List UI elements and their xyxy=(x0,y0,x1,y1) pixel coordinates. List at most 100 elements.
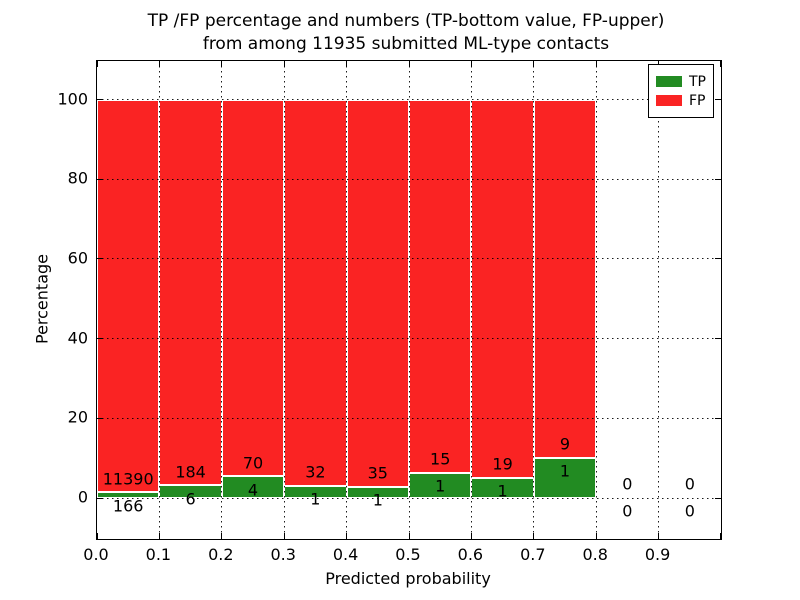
legend-label-tp: TP xyxy=(689,73,706,90)
bar-fp-segment-2 xyxy=(221,99,285,477)
chart-title: TP /FP percentage and numbers (TP-bottom… xyxy=(148,10,665,56)
v-gridline-0.2 xyxy=(221,61,223,539)
x-tick-label-0.6: 0.6 xyxy=(457,545,484,564)
legend-entry-fp: FP xyxy=(656,92,706,109)
chart-title-line1: TP /FP percentage and numbers (TP-bottom… xyxy=(147,11,665,31)
y-tick-right-20 xyxy=(715,417,721,419)
v-gridline-0.7 xyxy=(533,61,535,539)
x-tick-top-1 xyxy=(158,61,160,67)
tp-count-label-9: 0 xyxy=(684,501,695,521)
y-tick-left-80 xyxy=(97,178,103,180)
x-tick-bottom-4 xyxy=(346,533,348,539)
tp-count-label-2: 4 xyxy=(247,480,259,500)
legend-label-fp: FP xyxy=(689,92,706,109)
x-tick-label-0.0: 0.0 xyxy=(83,545,109,564)
bars-layer xyxy=(97,61,721,539)
y-tick-left-20 xyxy=(97,417,103,419)
x-tick-bottom-3 xyxy=(283,533,285,539)
x-tick-bottom-1 xyxy=(158,533,160,539)
fp-count-label-9: 0 xyxy=(684,474,695,494)
legend-swatch-fp xyxy=(656,95,682,106)
x-tick-bottom-5 xyxy=(408,533,410,539)
bar-fp-segment-5 xyxy=(409,99,472,474)
x-tick-label-0.1: 0.1 xyxy=(145,545,172,564)
bar-fp-segment-3 xyxy=(284,99,347,486)
y-tick-right-0 xyxy=(715,497,721,499)
legend-swatch-tp xyxy=(656,76,682,87)
tp-count-label-4: 1 xyxy=(372,490,383,510)
x-tick-top-7 xyxy=(533,61,535,67)
chart-title-line2: from among 11935 submitted ML-type conta… xyxy=(202,34,610,54)
x-tick-top-5 xyxy=(408,61,410,67)
x-tick-label-0.3: 0.3 xyxy=(270,545,296,564)
y-tick-label-60: 60 xyxy=(67,248,88,268)
bar-count-labels-layer: 11390 166 184 6 70 4 32 1 35 1 15 1 19 1 9 1 0 0 0 0 xyxy=(97,61,721,539)
plot-area: 11390 166 184 6 70 4 32 1 35 1 15 1 19 1 9 1 0 0 0 0 TP FP xyxy=(96,60,722,540)
x-tick-bottom-6 xyxy=(470,533,472,539)
x-tick-bottom-2 xyxy=(221,533,223,539)
y-tick-right-100 xyxy=(715,99,721,100)
x-tick-bottom-7 xyxy=(533,533,535,539)
tp-count-label-5: 1 xyxy=(435,476,446,496)
y-tick-left-0 xyxy=(97,497,103,499)
bar-tp-segment-4 xyxy=(346,486,409,498)
bar-fp-segment-0 xyxy=(97,99,160,493)
x-tick-top-6 xyxy=(470,61,472,67)
y-tick-right-40 xyxy=(715,338,721,340)
fp-count-label-0: 11390 xyxy=(102,469,154,488)
v-gridline-0.1 xyxy=(158,61,160,539)
fp-count-label-2: 70 xyxy=(242,453,264,473)
y-axis-label: Percentage xyxy=(32,253,52,345)
bar-fp-segment-6 xyxy=(471,99,534,479)
fp-count-label-8: 0 xyxy=(622,474,633,494)
tick-marks-layer xyxy=(96,61,721,539)
y-tick-left-100 xyxy=(97,99,103,100)
x-axis-label: Predicted probability xyxy=(325,569,491,588)
y-tick-label-20: 20 xyxy=(67,407,88,427)
x-tick-bottom-10 xyxy=(720,533,721,539)
y-tick-label-0: 0 xyxy=(77,487,88,507)
tp-count-label-8: 0 xyxy=(622,501,633,521)
y-tick-right-80 xyxy=(715,178,721,180)
x-tick-bottom-8 xyxy=(595,533,597,539)
v-gridline-0.8 xyxy=(595,61,597,539)
x-tick-top-4 xyxy=(346,61,348,67)
x-tick-top-8 xyxy=(595,61,597,67)
tp-count-label-7: 1 xyxy=(559,461,571,481)
y-tick-left-40 xyxy=(97,338,103,340)
bar-tp-segment-6 xyxy=(471,478,534,498)
v-gridline-0.5 xyxy=(408,61,410,539)
tp-count-label-3: 1 xyxy=(310,489,321,509)
fp-count-label-5: 15 xyxy=(430,449,451,469)
x-tick-top-2 xyxy=(221,61,223,67)
x-tick-top-10 xyxy=(720,61,721,67)
x-tick-label-0.8: 0.8 xyxy=(582,545,608,564)
x-tick-top-3 xyxy=(283,61,285,67)
bar-fp-segment-4 xyxy=(346,99,409,487)
y-tick-right-60 xyxy=(715,258,721,260)
x-tick-label-0.2: 0.2 xyxy=(208,545,234,564)
y-tick-label-80: 80 xyxy=(67,168,88,188)
x-tick-label-0.4: 0.4 xyxy=(332,545,359,564)
bar-fp-segment-1 xyxy=(159,99,222,486)
x-tick-top-0 xyxy=(96,61,98,67)
y-tick-label-40: 40 xyxy=(67,328,88,348)
fp-count-label-6: 19 xyxy=(492,454,513,474)
tp-count-label-0: 166 xyxy=(112,496,144,516)
tp-count-label-6: 1 xyxy=(497,481,508,501)
tp-count-label-1: 6 xyxy=(185,489,196,509)
y-tick-label-100: 100 xyxy=(57,89,88,108)
fp-count-label-1: 184 xyxy=(175,462,206,482)
x-tick-label-0.9: 0.9 xyxy=(644,545,671,564)
legend: TP FP xyxy=(648,64,714,118)
v-gridline-0.9 xyxy=(658,61,660,539)
bar-tp-segment-2 xyxy=(221,476,285,498)
bar-tp-segment-7 xyxy=(533,458,597,498)
v-gridline-0.3 xyxy=(283,61,285,539)
x-tick-bottom-9 xyxy=(658,533,660,539)
y-tick-left-60 xyxy=(97,258,103,260)
legend-entry-tp: TP xyxy=(656,73,706,90)
fp-count-label-7: 9 xyxy=(559,434,571,454)
bar-fp-segment-7 xyxy=(533,99,597,459)
